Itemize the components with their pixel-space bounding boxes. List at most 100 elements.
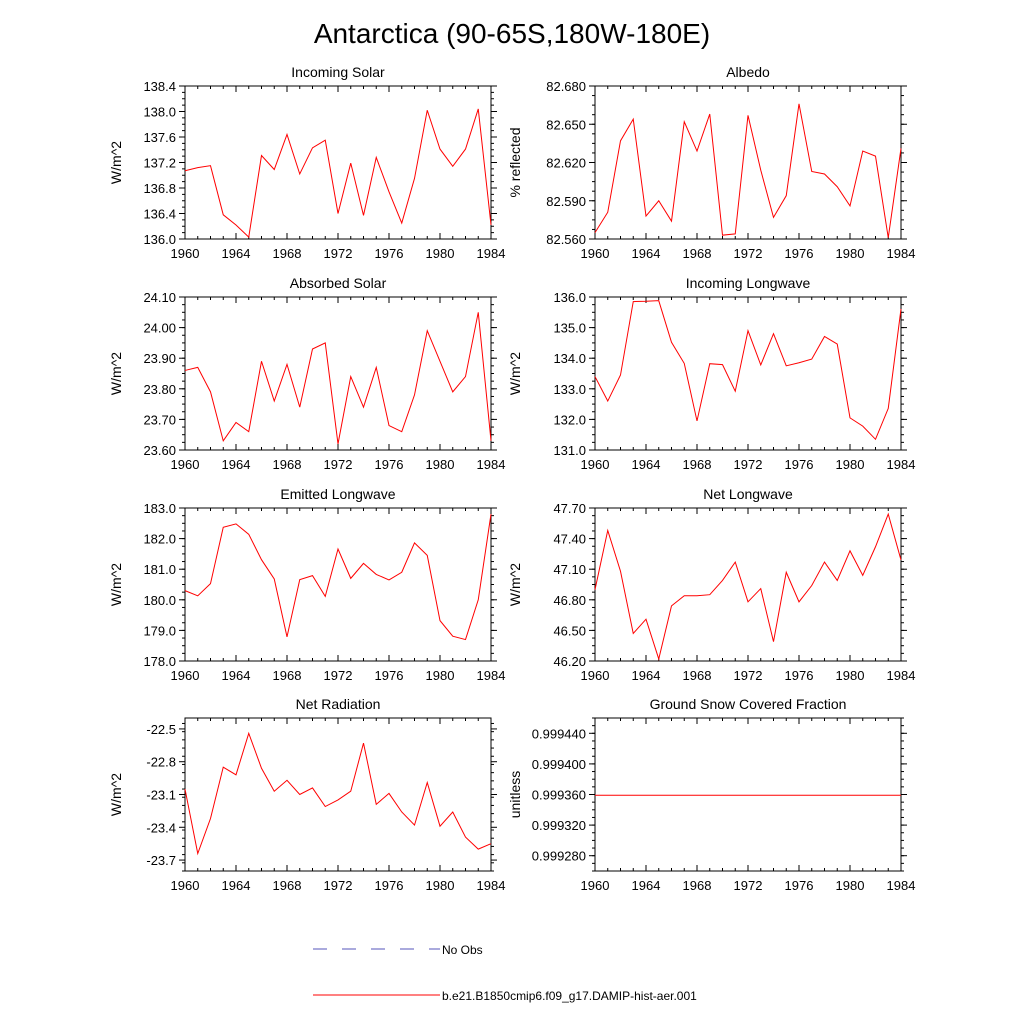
y-tick-label: 82.590 (546, 194, 586, 209)
chart-panel: Net Longwave 1960 1964 1968 1972 1976 1980 1984… (507, 486, 915, 683)
chart-panel: Incoming Solar 1960 1964 1968 1972 1976 1980 19… (108, 64, 505, 261)
x-tick-label: 1980 (836, 246, 865, 261)
plot-frame (594, 507, 902, 662)
x-tick-label: 1968 (683, 246, 712, 261)
x-tick-label: 1984 (887, 246, 916, 261)
x-tick-label: 1976 (375, 668, 404, 683)
y-tick-label: 24.00 (143, 321, 176, 336)
y-tick-label: 82.650 (546, 117, 586, 132)
y-tick-label: 82.680 (546, 79, 586, 94)
x-tick-label: 1964 (632, 246, 661, 261)
plot-frame (594, 296, 902, 451)
y-tick-label: 23.80 (143, 382, 176, 397)
x-tick-label: 1960 (581, 457, 610, 472)
y-tick-label: 137.2 (143, 156, 176, 171)
x-tick-label: 1968 (683, 878, 712, 893)
x-tick-label: 1972 (324, 878, 353, 893)
plot-frame (594, 717, 902, 872)
x-tick-label: 1984 (477, 878, 506, 893)
legend-obs-label: No Obs (442, 943, 483, 957)
y-tick-label: 178.0 (143, 654, 176, 669)
chart-panel: Absorbed Solar 1960 1964 1968 1972 1976 1980 19… (108, 275, 505, 472)
x-tick-label: 1972 (324, 457, 353, 472)
x-tick-label: 1972 (734, 668, 763, 683)
x-tick-label: 1964 (632, 668, 661, 683)
y-tick-label: -22.5 (146, 722, 176, 737)
series-line (184, 312, 492, 444)
x-tick-label: 1964 (222, 246, 251, 261)
chart-panel: Emitted Longwave 1960 1964 1968 1972 1976 1980… (108, 486, 505, 683)
x-tick-label: 1960 (171, 668, 200, 683)
y-tick-label: 136.0 (553, 290, 586, 305)
y-tick-label: 134.0 (553, 351, 586, 366)
y-tick-label: 46.20 (553, 654, 586, 669)
y-tick-label: 0.999320 (532, 818, 586, 833)
x-tick-label: 1976 (785, 457, 814, 472)
y-tick-label: 47.70 (553, 501, 586, 516)
y-axis-label: W/m^2 (507, 352, 523, 395)
y-axis-label: W/m^2 (108, 563, 124, 606)
x-tick-label: 1964 (632, 878, 661, 893)
x-tick-label: 1960 (581, 246, 610, 261)
y-tick-label: 0.999280 (532, 849, 586, 864)
y-tick-label: 133.0 (553, 382, 586, 397)
x-tick-label: 1960 (171, 246, 200, 261)
x-tick-label: 1964 (222, 457, 251, 472)
y-tick-label: 137.6 (143, 130, 176, 145)
y-tick-label: 135.0 (553, 321, 586, 336)
y-tick-label: 132.0 (553, 412, 586, 427)
x-tick-label: 1980 (426, 878, 455, 893)
x-tick-label: 1964 (222, 668, 251, 683)
series-line (594, 512, 902, 661)
x-tick-label: 1984 (477, 668, 506, 683)
chart-title: Absorbed Solar (290, 275, 387, 291)
y-tick-label: 136.8 (143, 181, 176, 196)
y-tick-label: -22.8 (146, 755, 176, 770)
y-axis-label: % reflected (507, 127, 523, 197)
x-tick-label: 1972 (324, 668, 353, 683)
chart-title: Incoming Solar (291, 64, 385, 80)
x-tick-label: 1968 (683, 668, 712, 683)
y-tick-label: 47.40 (553, 532, 586, 547)
x-tick-label: 1980 (426, 457, 455, 472)
y-tick-label: 47.10 (553, 562, 586, 577)
y-tick-label: 131.0 (553, 443, 586, 458)
y-tick-label: 138.4 (143, 79, 176, 94)
y-tick-label: 24.10 (143, 290, 176, 305)
x-tick-label: 1972 (734, 246, 763, 261)
x-tick-label: 1972 (734, 457, 763, 472)
plot-frame (184, 85, 492, 240)
x-tick-label: 1968 (273, 878, 302, 893)
y-tick-label: 136.0 (143, 232, 176, 247)
plot-frame (184, 717, 492, 872)
x-tick-label: 1960 (171, 457, 200, 472)
legend-model-label: b.e21.B1850cmip6.f09_g17.DAMIP-hist-aer.… (442, 989, 697, 1003)
y-tick-label: 183.0 (143, 501, 176, 516)
x-tick-label: 1968 (273, 457, 302, 472)
y-tick-label: 0.999360 (532, 788, 586, 803)
x-tick-label: 1964 (222, 878, 251, 893)
x-tick-label: 1980 (426, 668, 455, 683)
page-title: Antarctica (90-65S,180W-180E) (314, 18, 710, 49)
chart-title: Net Longwave (703, 486, 793, 502)
x-tick-label: 1976 (785, 668, 814, 683)
x-tick-label: 1968 (273, 246, 302, 261)
y-axis-label: W/m^2 (108, 773, 124, 816)
y-tick-label: 180.0 (143, 593, 176, 608)
chart-title: Emitted Longwave (280, 486, 395, 502)
y-axis-label: W/m^2 (507, 563, 523, 606)
x-tick-label: 1984 (887, 668, 916, 683)
y-tick-label: 182.0 (143, 532, 176, 547)
series-line (184, 108, 492, 239)
x-tick-label: 1960 (171, 878, 200, 893)
x-tick-label: 1976 (375, 878, 404, 893)
y-tick-label: 23.90 (143, 351, 176, 366)
x-tick-label: 1984 (887, 457, 916, 472)
y-tick-label: 0.999440 (532, 726, 586, 741)
chart-panel: Incoming Longwave 1960 1964 1968 1972 1976 198… (507, 275, 915, 472)
x-tick-label: 1984 (887, 878, 916, 893)
chart-title: Incoming Longwave (686, 275, 811, 291)
x-tick-label: 1980 (836, 668, 865, 683)
y-tick-label: 136.4 (143, 207, 176, 222)
